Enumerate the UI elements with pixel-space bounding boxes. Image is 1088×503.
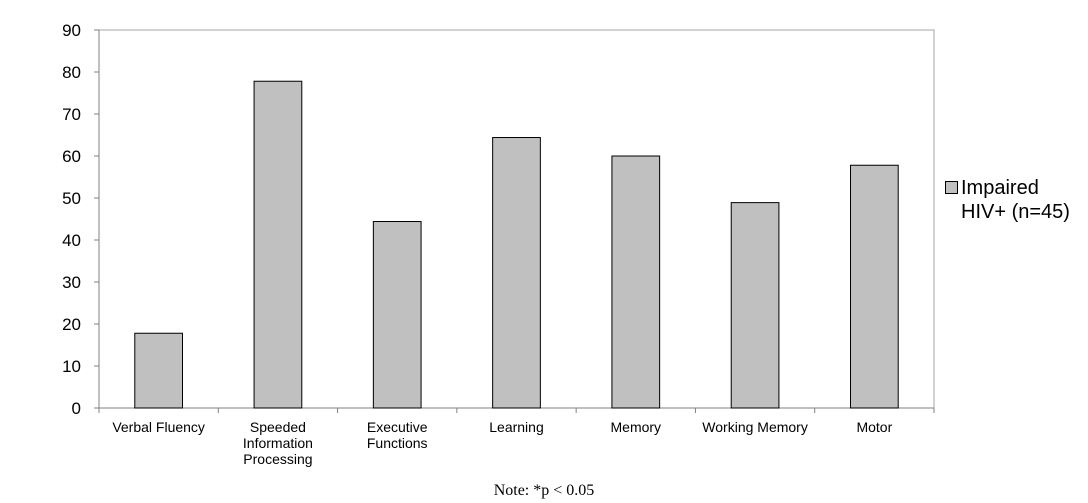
x-axis (98, 407, 935, 413)
x-category-label: Working Memory (702, 419, 808, 435)
bar (850, 164, 899, 409)
x-category-label: Motor (856, 419, 892, 435)
y-tick-label: 40 (62, 231, 81, 250)
bar (134, 332, 184, 409)
bar (253, 80, 303, 409)
bar (372, 221, 422, 409)
legend-swatch (945, 181, 958, 194)
y-tick-label: 10 (62, 357, 81, 376)
chart-note: Note: *p < 0.05 (493, 482, 595, 499)
bars (134, 80, 899, 409)
x-category-label: Speeded Information Processing (243, 419, 313, 467)
x-category-label: Memory (611, 419, 662, 435)
x-category-label: Executive Functions (367, 419, 428, 451)
y-tick-label: 80 (62, 63, 81, 82)
y-tick-label: 0 (72, 399, 81, 418)
legend: Impaired HIV+ (n=45) (945, 176, 1071, 224)
x-category-label: Learning (489, 419, 544, 435)
y-tick-label: 20 (62, 315, 81, 334)
category-labels: Verbal Fluency Speeded Information Processi… (112, 419, 892, 467)
y-tick-label: 70 (62, 105, 81, 124)
bar (492, 137, 541, 409)
x-category-label: Verbal Fluency (112, 419, 205, 435)
y-tick-label: 90 (62, 21, 81, 40)
y-tick-label: 50 (62, 189, 81, 208)
y-axis: 0 10 20 30 40 50 60 70 80 90 (62, 21, 100, 418)
legend-label: Impaired HIV+ (n=45) (961, 177, 1070, 223)
bar (730, 202, 780, 409)
bar (611, 155, 661, 409)
y-tick-label: 60 (62, 147, 81, 166)
y-tick-label: 30 (62, 273, 81, 292)
